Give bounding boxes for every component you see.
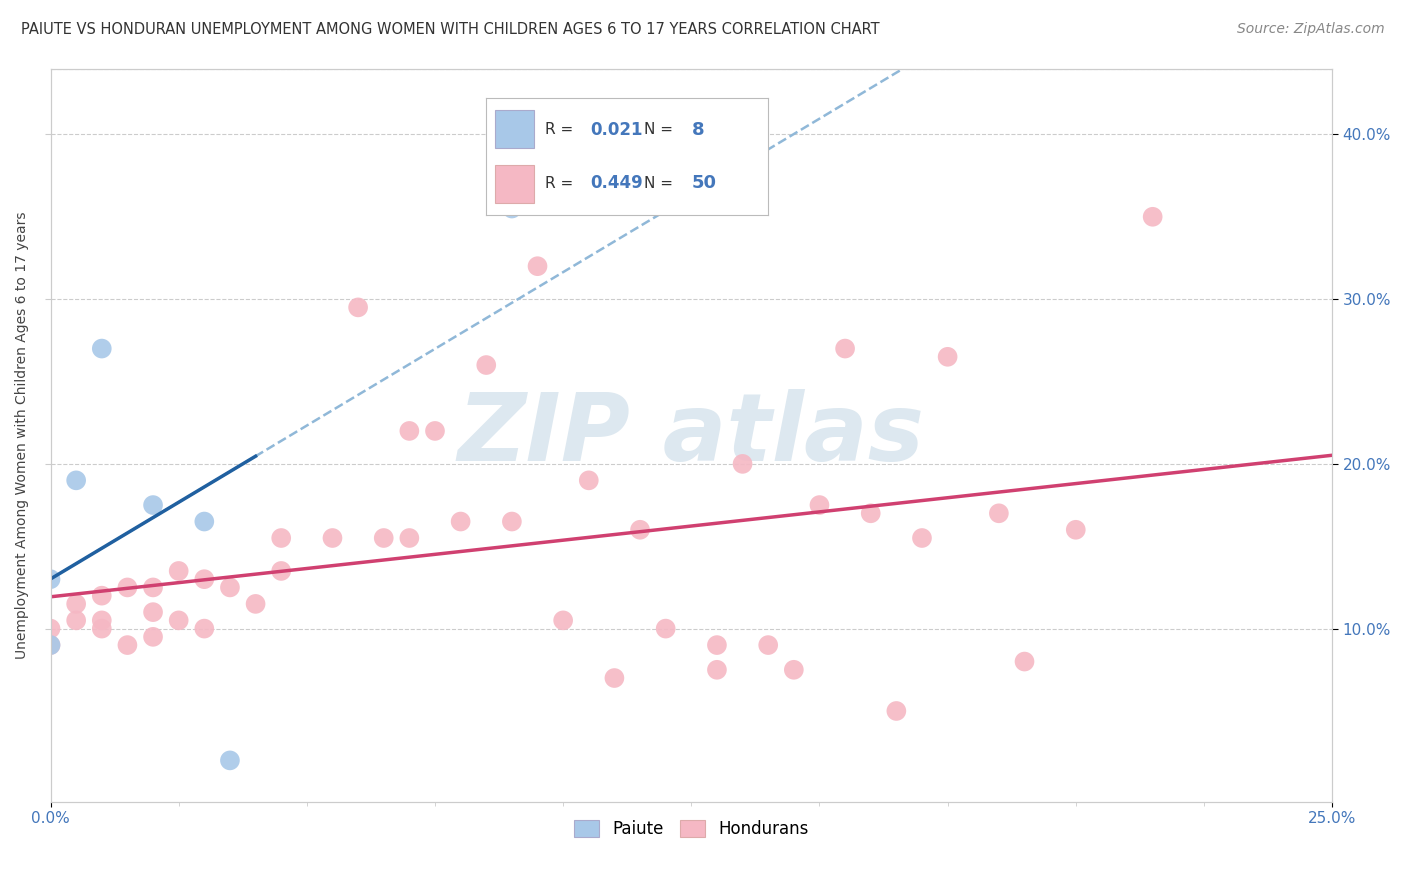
Legend: Paiute, Hondurans: Paiute, Hondurans <box>567 813 815 845</box>
Point <box>1064 523 1087 537</box>
Point <box>270 564 292 578</box>
Text: ZIP atlas: ZIP atlas <box>458 389 925 481</box>
Point <box>1142 210 1164 224</box>
Point <box>501 515 523 529</box>
Point <box>219 753 242 767</box>
Point <box>731 457 754 471</box>
Point <box>706 638 728 652</box>
Point <box>501 202 523 216</box>
Point <box>628 523 651 537</box>
Point <box>321 531 343 545</box>
Point <box>936 350 959 364</box>
Point <box>117 638 139 652</box>
Point <box>90 342 112 356</box>
Point <box>783 663 806 677</box>
Point <box>65 597 87 611</box>
Point <box>270 531 292 545</box>
Point <box>706 663 728 677</box>
Point <box>578 474 600 488</box>
Point <box>347 301 370 315</box>
Point <box>911 531 934 545</box>
Text: Source: ZipAtlas.com: Source: ZipAtlas.com <box>1237 22 1385 37</box>
Point <box>193 622 215 636</box>
Point <box>373 531 395 545</box>
Point <box>142 605 165 619</box>
Y-axis label: Unemployment Among Women with Children Ages 6 to 17 years: Unemployment Among Women with Children A… <box>15 211 30 659</box>
Point <box>886 704 908 718</box>
Point <box>193 515 215 529</box>
Point <box>90 622 112 636</box>
Point <box>65 613 87 627</box>
Point <box>142 498 165 512</box>
Point <box>475 358 498 372</box>
Point <box>167 564 190 578</box>
Point <box>167 613 190 627</box>
Point <box>65 474 87 488</box>
Point <box>603 671 626 685</box>
Point <box>39 638 62 652</box>
Point <box>423 424 446 438</box>
Point <box>398 424 420 438</box>
Point <box>245 597 267 611</box>
Point <box>553 613 575 627</box>
Point <box>193 572 215 586</box>
Point <box>987 506 1010 520</box>
Point <box>808 498 831 512</box>
Point <box>450 515 472 529</box>
Point <box>756 638 779 652</box>
Point <box>39 638 62 652</box>
Point <box>39 622 62 636</box>
Point <box>39 572 62 586</box>
Point <box>117 581 139 595</box>
Point <box>219 581 242 595</box>
Point <box>398 531 420 545</box>
Point <box>654 622 676 636</box>
Point <box>90 613 112 627</box>
Point <box>526 259 548 273</box>
Point <box>90 589 112 603</box>
Text: PAIUTE VS HONDURAN UNEMPLOYMENT AMONG WOMEN WITH CHILDREN AGES 6 TO 17 YEARS COR: PAIUTE VS HONDURAN UNEMPLOYMENT AMONG WO… <box>21 22 880 37</box>
Point <box>1014 655 1036 669</box>
Point <box>834 342 856 356</box>
Point <box>142 581 165 595</box>
Point <box>859 506 882 520</box>
Point <box>142 630 165 644</box>
